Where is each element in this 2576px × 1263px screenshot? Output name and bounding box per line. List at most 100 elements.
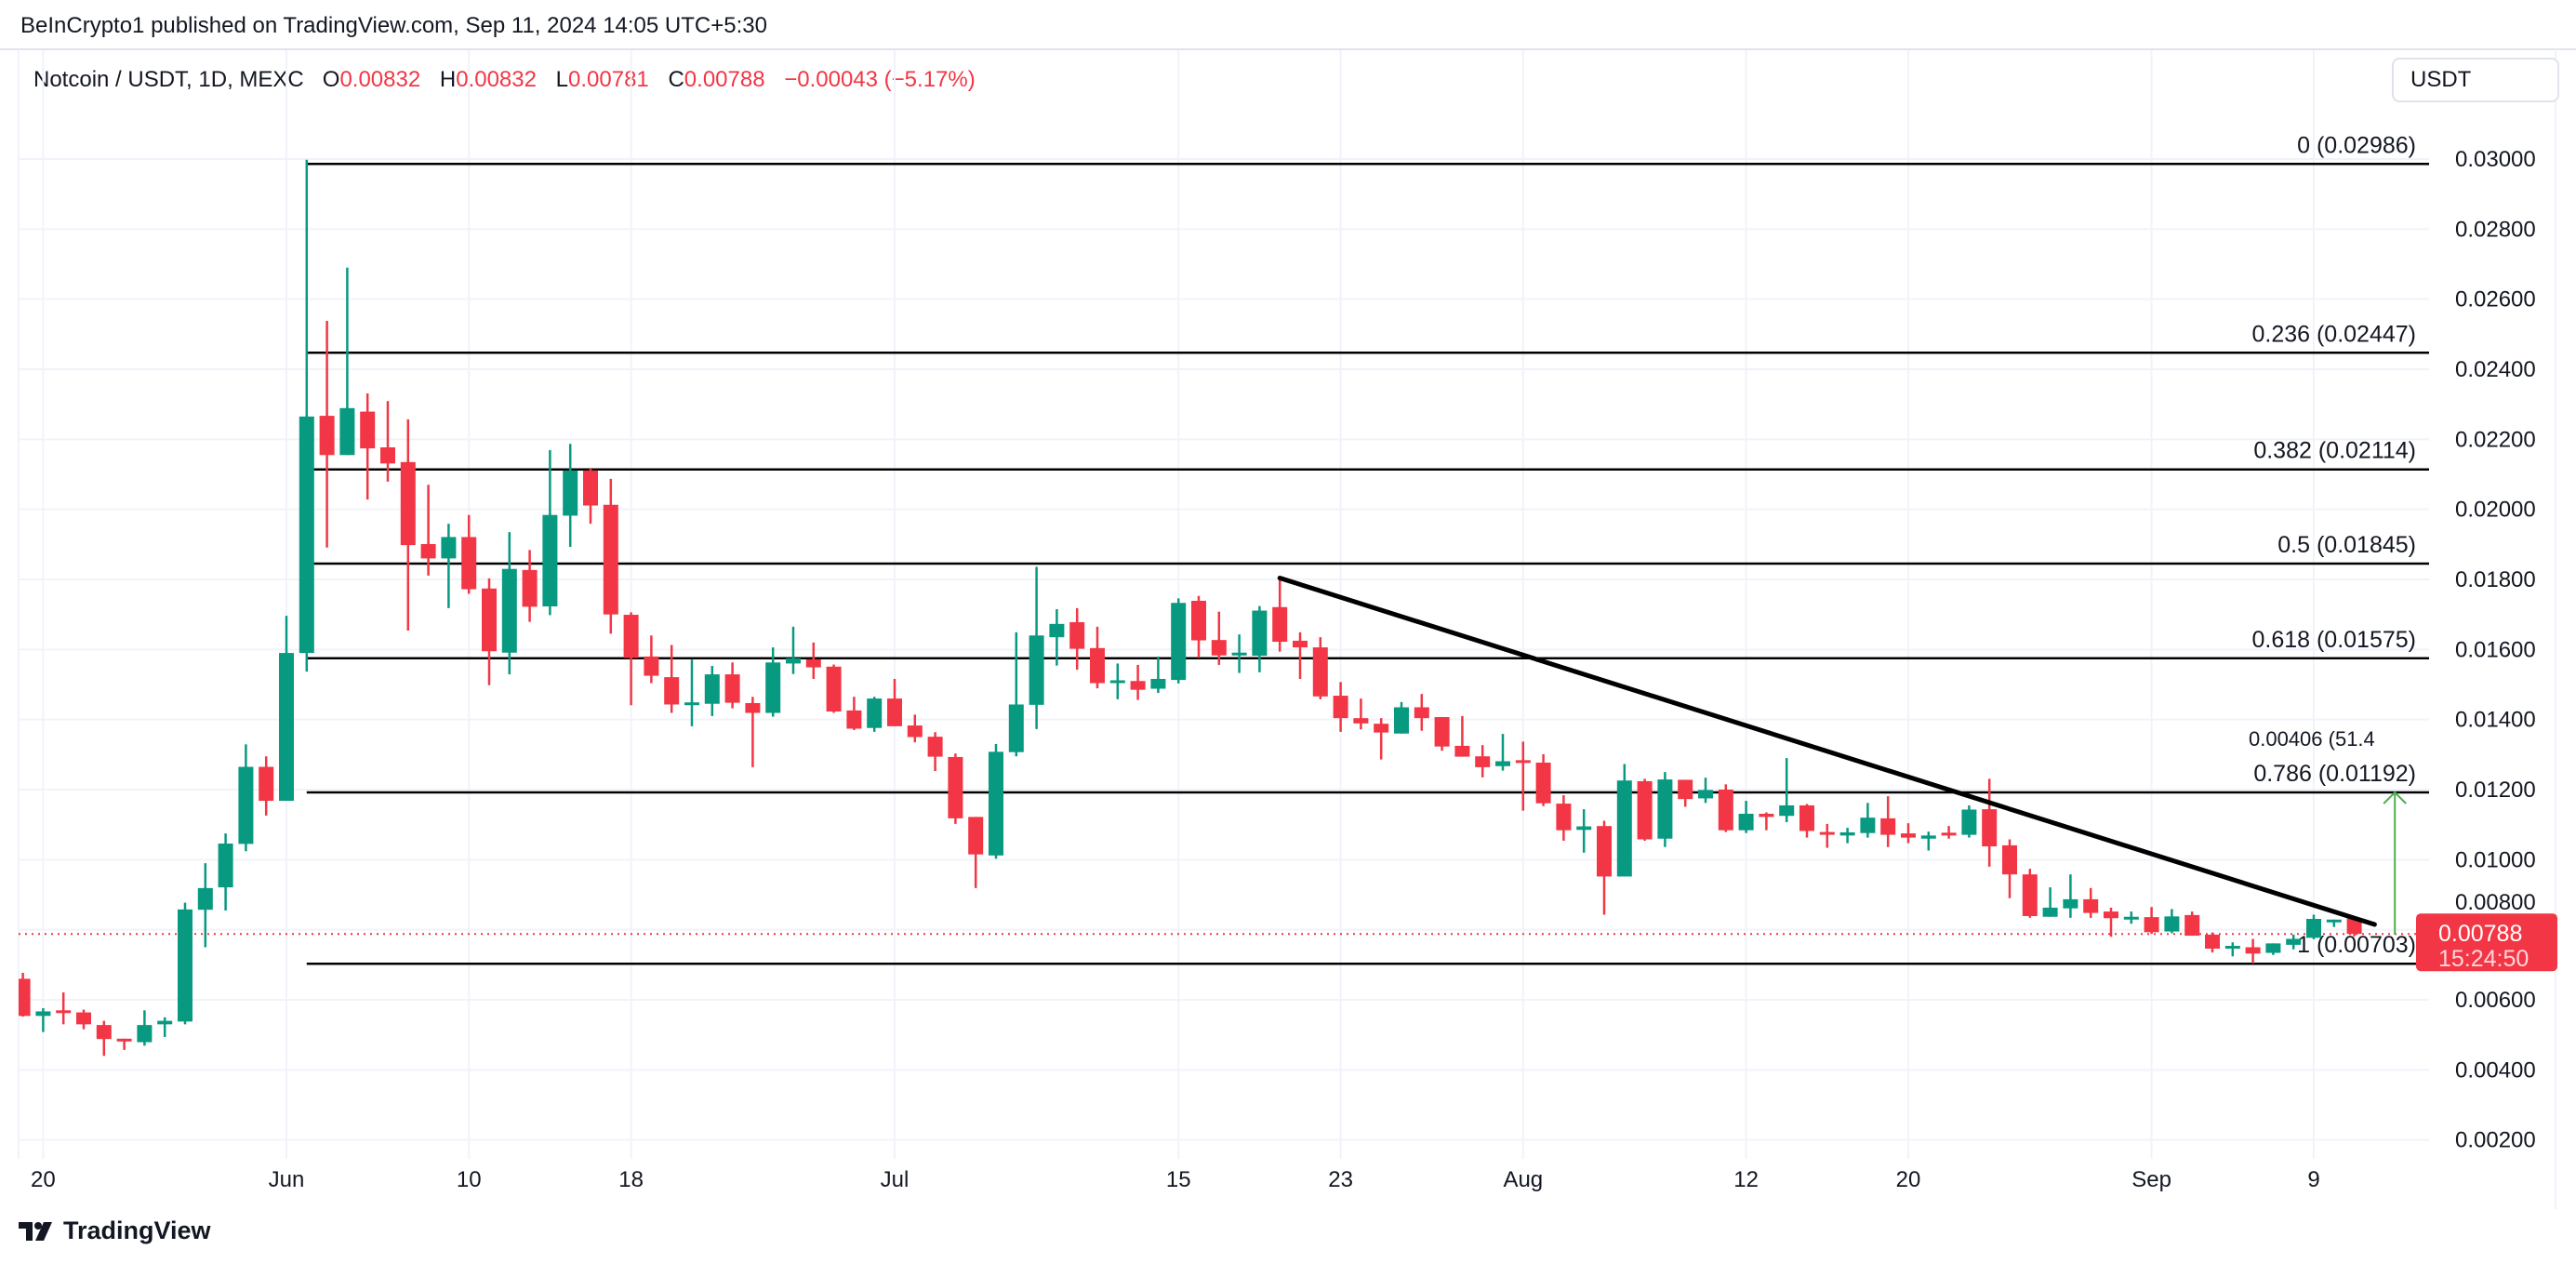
candle-body-up <box>2326 919 2342 923</box>
price-tick-label: 0.02800 <box>2455 217 2536 242</box>
price-tick-label: 0.00600 <box>2455 988 2536 1013</box>
candle-body-down <box>1799 804 1814 831</box>
date-tick-label: Aug <box>1503 1167 1543 1192</box>
candle-body-down <box>724 674 740 703</box>
candle-body-up <box>1738 813 1754 831</box>
change-value: −0.00043 (−5.17%) <box>784 67 976 92</box>
price-range-measure[interactable]: 0.00406 (51.4 <box>2249 727 2407 935</box>
candle-body-down <box>1434 717 1450 747</box>
price-tick-label: 0.01000 <box>2455 847 2536 872</box>
grid <box>19 50 2429 1159</box>
candle-body-up <box>684 702 699 706</box>
candle-body-up <box>1920 835 1936 839</box>
candle-body-down <box>1597 826 1612 877</box>
candle-body-down <box>76 1012 91 1025</box>
date-tick-label: 9 <box>2307 1167 2319 1192</box>
candle-body-down <box>319 416 335 456</box>
candle-body-up <box>299 416 314 654</box>
candle-body-down <box>420 543 436 559</box>
currency-button[interactable]: USDT <box>2392 58 2559 102</box>
last-price-box <box>2416 913 2557 972</box>
candle-body-up <box>1008 704 1024 752</box>
candle-body-down <box>19 978 31 1017</box>
candle-body-up <box>1150 678 1166 689</box>
candle-body-up <box>238 766 254 844</box>
candle-body-up <box>1171 603 1187 681</box>
candle-body-down <box>1414 707 1429 719</box>
chart-pane[interactable]: 0 (0.02986) 0.236 (0.02447) 0.382 (0.02114… <box>16 132 2429 1057</box>
candle-body-down <box>1454 745 1470 757</box>
candle-body-up <box>2123 916 2139 920</box>
date-tick-label: Jun <box>269 1167 305 1192</box>
fib-level-label: 0.618 (0.01575) <box>2251 627 2416 653</box>
candle-body-down <box>1678 779 1693 800</box>
candle-body-up <box>989 751 1003 856</box>
low-value: 0.00781 <box>568 67 649 92</box>
price-tick-label: 0.02000 <box>2455 498 2536 523</box>
candle-body-down <box>1556 804 1572 831</box>
date-tick-label: 23 <box>1328 1167 1353 1192</box>
candle-body-up <box>1252 610 1268 657</box>
candle-body-down <box>1819 831 1835 835</box>
candle-body-up <box>2306 918 2321 938</box>
candle-body-down <box>2245 947 2261 954</box>
price-tick-label: 0.01400 <box>2455 708 2536 733</box>
candle-body-up <box>1839 831 1855 836</box>
price-tick-label: 0.02200 <box>2455 427 2536 452</box>
candle-body-down <box>948 756 963 818</box>
candle-body-down <box>461 537 477 590</box>
candle-body-down <box>2002 844 2017 875</box>
candle-body-down <box>2184 914 2200 937</box>
date-tick-label: 12 <box>1733 1167 1759 1192</box>
candle-body-down <box>1211 640 1227 656</box>
candle-body-down <box>1069 621 1085 649</box>
candle-body-down <box>116 1038 132 1042</box>
candle-body-down <box>583 470 598 506</box>
candle-body-up <box>1657 779 1673 839</box>
candle-body-down <box>1982 809 1998 847</box>
measure-label: 0.00406 (51.4 <box>2249 727 2375 751</box>
candle-body-up <box>1961 809 1977 835</box>
fib-retracement[interactable]: 0 (0.02986) 0.236 (0.02447) 0.382 (0.02114… <box>306 132 2429 965</box>
candles <box>19 159 2362 1057</box>
trendline[interactable] <box>1277 575 2377 927</box>
price-tick-label: 0.00400 <box>2455 1057 2536 1083</box>
candle-body-up <box>867 698 883 728</box>
candle-body-up <box>704 674 720 704</box>
tradingview-logo[interactable]: TradingView <box>19 1216 211 1245</box>
candle-body-up <box>2265 943 2281 953</box>
candle-body-up <box>1779 804 1795 817</box>
candle-body-up <box>786 658 801 664</box>
time-axis[interactable]: 20 Jun 10 18 Jul 15 23 Aug 12 20 Sep 9 <box>31 1167 2320 1192</box>
candle-body-down <box>907 725 923 738</box>
candle-body-down <box>380 446 395 464</box>
candle-body-down <box>1475 756 1491 767</box>
close-label: C <box>668 67 684 92</box>
candle-body-down <box>887 698 902 726</box>
candle-body-up <box>2224 946 2240 950</box>
fib-level-label: 0.382 (0.02114) <box>2253 438 2416 464</box>
price-tick-label: 0.01800 <box>2455 567 2536 592</box>
price-axis[interactable]: 0.03000 0.02800 0.02600 0.02400 0.02200 0.020… <box>2455 147 2536 1153</box>
last-price-value: 0.00788 <box>2438 921 2522 947</box>
price-tick-label: 0.00800 <box>2455 890 2536 915</box>
candle-body-down <box>1130 681 1146 690</box>
symbol-name[interactable]: Notcoin / USDT, 1D, MEXC <box>33 67 304 92</box>
candle-body-down <box>2144 917 2159 933</box>
fib-level-label: 0 (0.02986) <box>2297 132 2416 158</box>
candle-body-up <box>178 909 193 1022</box>
candle-body-down <box>1293 640 1308 648</box>
open-label: O <box>322 67 340 92</box>
candle-body-down <box>1718 790 1733 831</box>
bar-countdown: 15:24:50 <box>2438 946 2529 972</box>
price-tick-label: 0.01600 <box>2455 637 2536 662</box>
candle-body-up <box>1049 623 1065 638</box>
candle-body-up <box>1109 680 1125 684</box>
close-value: 0.00788 <box>684 67 765 92</box>
descending-trendline[interactable] <box>1277 575 2377 927</box>
candle-body-down <box>1880 818 1896 835</box>
candle-body-up <box>2164 916 2180 932</box>
candle-body-up <box>35 1011 51 1017</box>
candle-body-down <box>603 504 618 615</box>
